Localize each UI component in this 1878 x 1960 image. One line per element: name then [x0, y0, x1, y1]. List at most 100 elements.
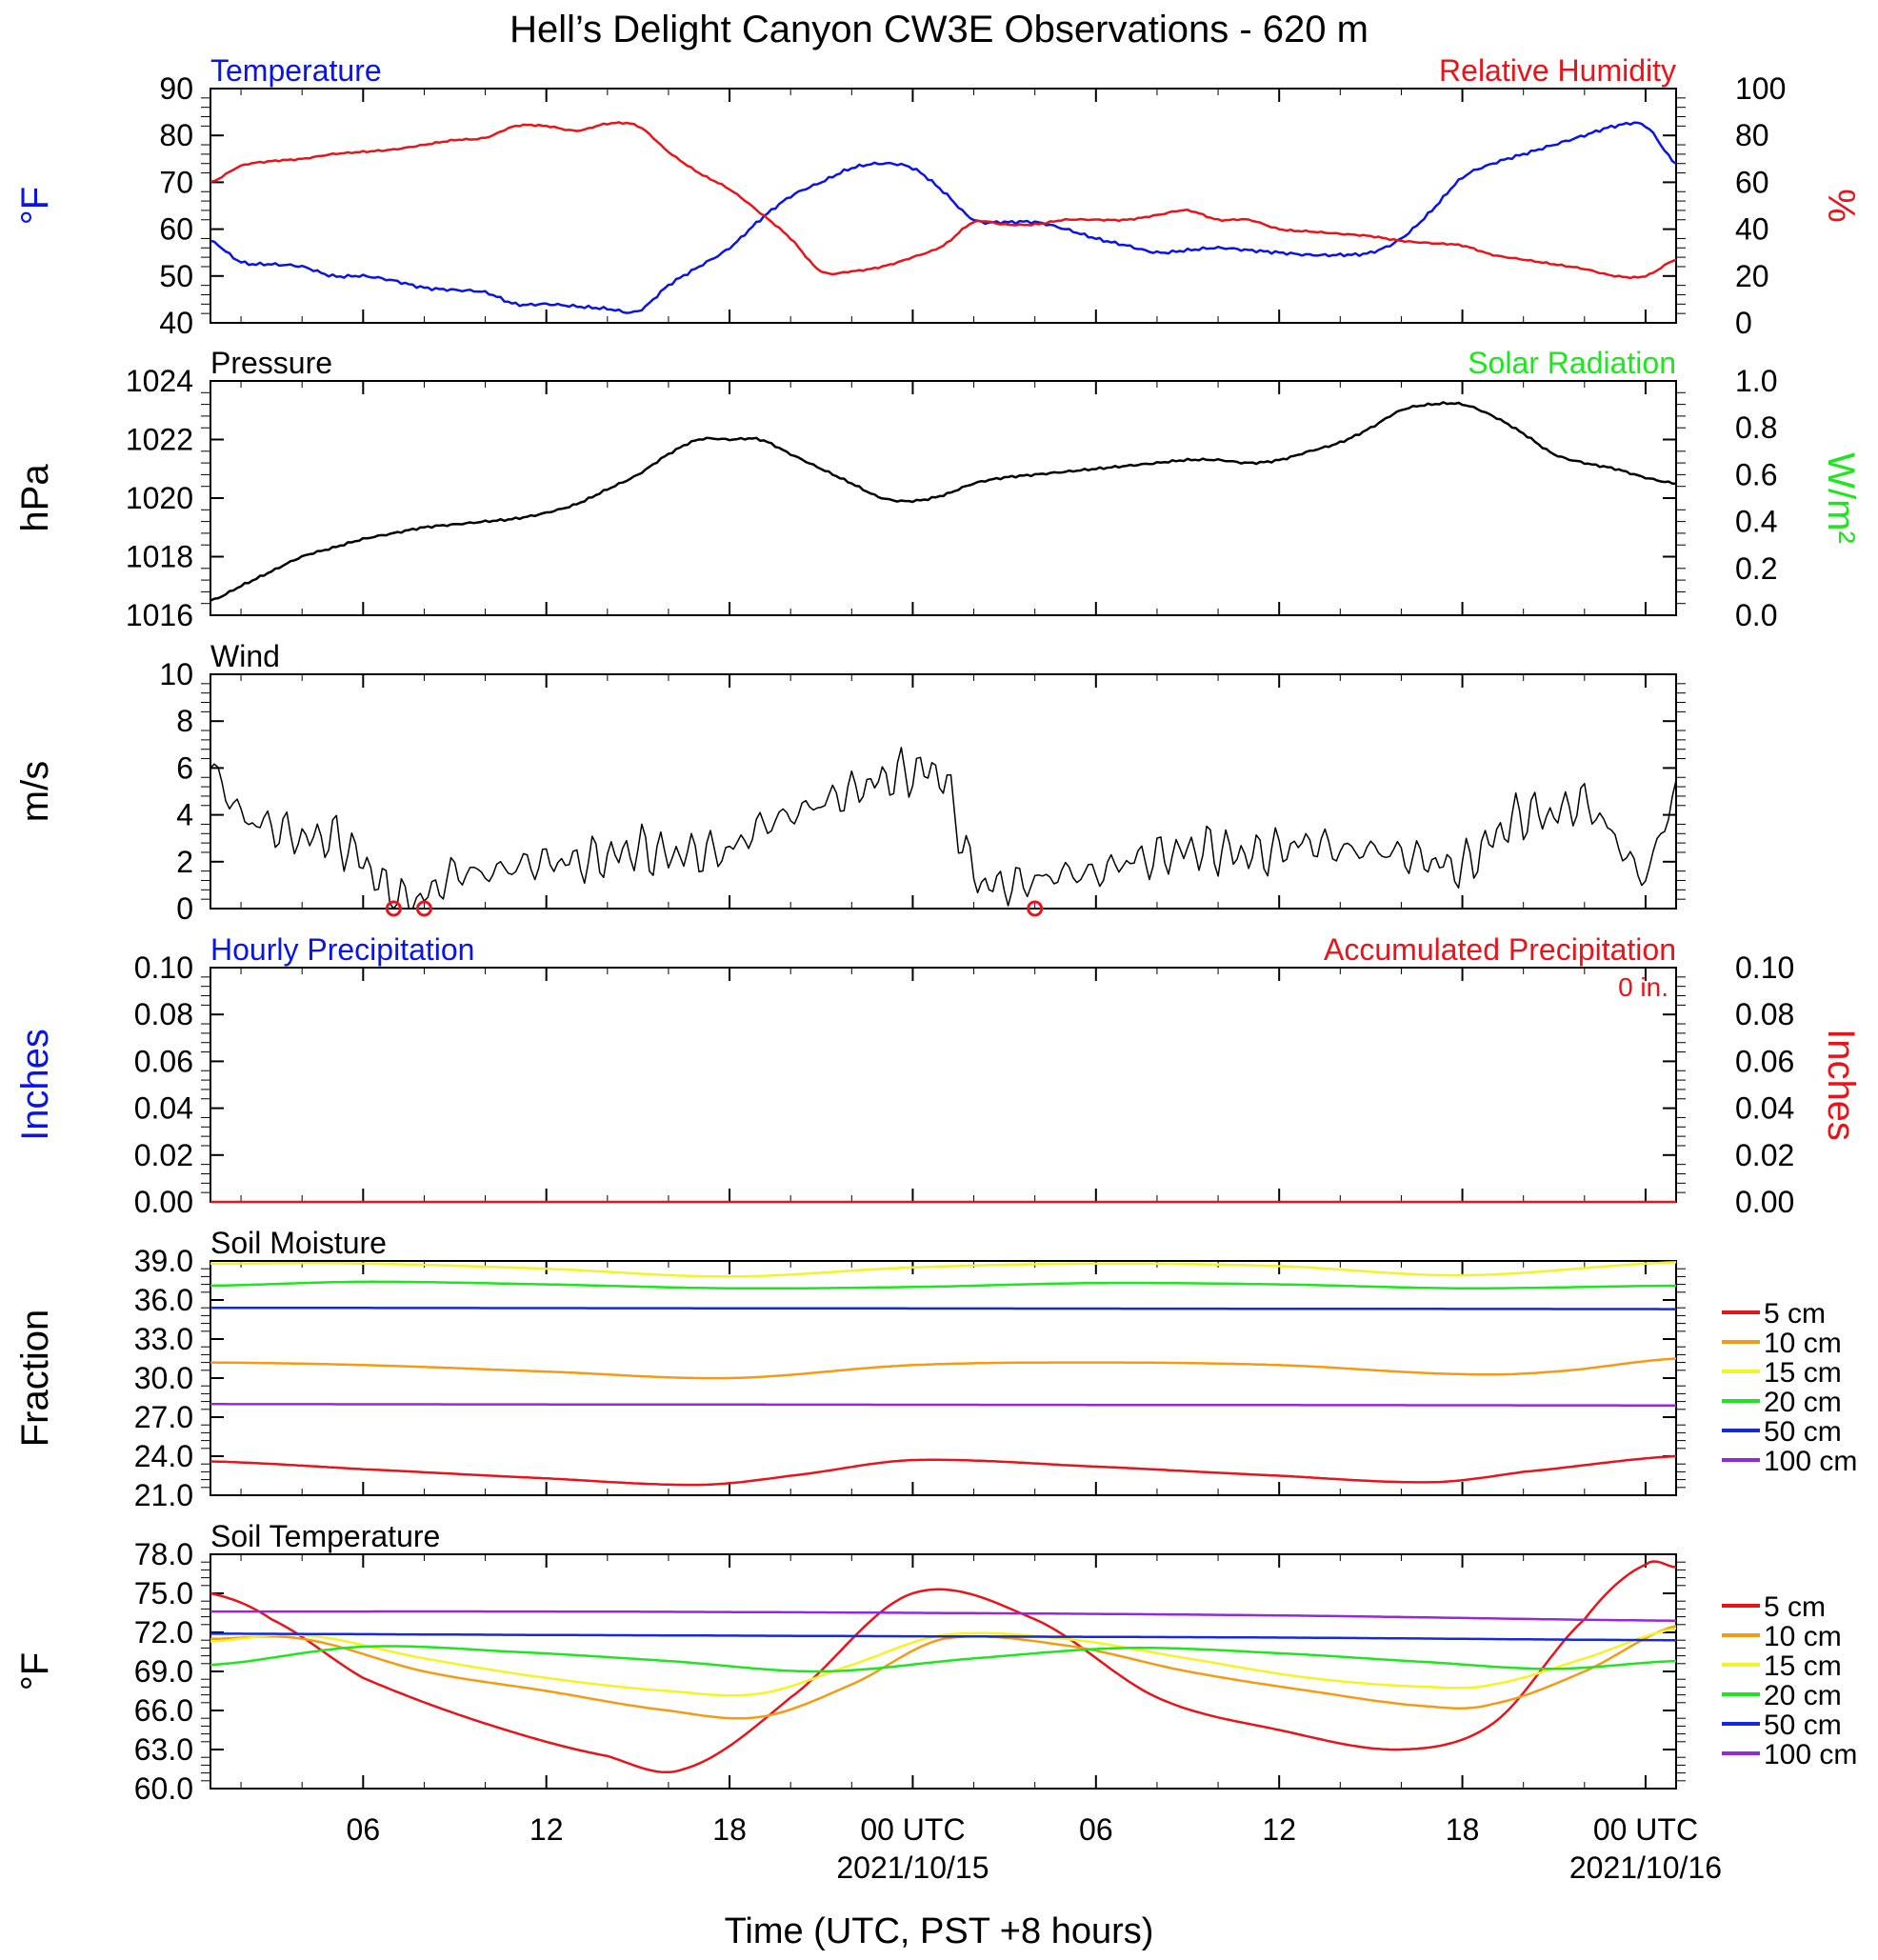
y-right-tick-label: 0.0	[1735, 598, 1777, 632]
y-axis-label-left: hPa	[14, 464, 56, 532]
panel-title-left: Temperature	[210, 53, 382, 88]
series-line	[210, 747, 1677, 910]
y-tick-label: 1016	[126, 598, 193, 632]
y-tick-label: 24.0	[134, 1439, 193, 1473]
y-tick-label: 21.0	[134, 1478, 193, 1512]
series-line	[210, 1560, 1677, 1774]
x-tick-label: 12	[529, 1812, 564, 1847]
series-line	[210, 1306, 1676, 1310]
series-line	[210, 1403, 1676, 1407]
y-right-tick-label: 0.4	[1735, 505, 1777, 539]
panel-title-right: Relative Humidity	[1439, 53, 1676, 88]
panel-title-left: Wind	[210, 639, 280, 673]
x-tick-label: 00 UTC	[1593, 1812, 1698, 1847]
y-right-tick-label: 60	[1735, 165, 1769, 199]
plot-frame	[210, 380, 1677, 616]
y-tick-label: 10	[159, 657, 193, 691]
legend-label: 50 cm	[1764, 1710, 1842, 1741]
y-right-tick-label: 0	[1735, 306, 1752, 340]
y-tick-label: 66.0	[134, 1693, 193, 1728]
x-date-label: 2021/10/15	[836, 1850, 989, 1885]
x-tick-label: 18	[1446, 1812, 1480, 1847]
panel-title-left: Hourly Precipitation	[210, 932, 474, 967]
calm-wind-marker	[415, 900, 432, 917]
y-tick-label: 75.0	[134, 1576, 193, 1610]
y-right-tick-label: 0.00	[1735, 1185, 1794, 1219]
series-line	[210, 1357, 1677, 1380]
legend-label: 50 cm	[1764, 1416, 1842, 1448]
y-axis-label-left: m/s	[14, 761, 56, 822]
y-tick-label: 78.0	[134, 1537, 193, 1571]
legend-label: 10 cm	[1764, 1621, 1842, 1652]
y-tick-label: 1020	[126, 481, 193, 515]
series-line	[210, 121, 1677, 280]
series-line	[210, 1454, 1677, 1487]
legend-label: 15 cm	[1764, 1650, 1842, 1682]
y-tick-label: 70	[159, 165, 193, 199]
x-axis-label: Time (UTC, PST +8 hours)	[725, 1911, 1154, 1951]
y-tick-label: 0.10	[134, 950, 193, 985]
x-date-label: 2021/10/16	[1569, 1850, 1722, 1885]
y-right-tick-label: 100	[1735, 71, 1786, 106]
y-axis-label-left: Inches	[14, 1029, 56, 1141]
y-tick-label: 30.0	[134, 1361, 193, 1395]
y-right-tick-label: 0.10	[1735, 950, 1794, 985]
y-tick-label: 2	[176, 845, 193, 879]
y-right-tick-label: 0.8	[1735, 410, 1777, 445]
y-tick-label: 60	[159, 212, 193, 247]
panel-title-left: Soil Moisture	[210, 1226, 387, 1260]
y-tick-label: 27.0	[134, 1400, 193, 1434]
y-right-tick-label: 0.6	[1735, 457, 1777, 491]
panel-temp_rh: 40 50 60 70 80 90 0 20 40 60 80 100 Temperature Relat…	[14, 53, 1862, 340]
series-line	[210, 1280, 1676, 1290]
panel-pressure: 1016 1018 1020 1022 1024 0.0 0.2 0.4 0.6 0.8 1.0 Pr…	[14, 346, 1862, 632]
y-axis-label-right: Inches	[1820, 1029, 1862, 1141]
x-tick-label: 06	[347, 1812, 381, 1847]
legend-label: 5 cm	[1764, 1298, 1826, 1330]
legend-label: 10 cm	[1764, 1328, 1842, 1359]
y-axis-label-left: °F	[14, 187, 56, 225]
panel-title-left: Pressure	[210, 346, 332, 380]
y-tick-label: 1018	[126, 540, 193, 574]
y-tick-label: 8	[176, 704, 193, 738]
y-right-tick-label: 1.0	[1735, 364, 1777, 398]
y-tick-label: 63.0	[134, 1732, 193, 1767]
y-tick-label: 72.0	[134, 1615, 193, 1650]
y-right-tick-label: 20	[1735, 259, 1769, 293]
y-tick-label: 0.02	[134, 1138, 193, 1172]
y-tick-label: 1022	[126, 423, 193, 457]
panel-title-left: Soil Temperature	[210, 1519, 440, 1553]
y-right-tick-label: 40	[1735, 212, 1769, 247]
panel-precip: 0.00 0.02 0.04 0.06 0.08 0.10 0.00 0.02 0.04 0.06…	[14, 932, 1862, 1219]
y-tick-label: 0	[176, 891, 193, 926]
y-tick-label: 0.06	[134, 1044, 193, 1078]
y-tick-label: 0.08	[134, 997, 193, 1031]
x-tick-label: 18	[712, 1812, 747, 1847]
y-tick-label: 80	[159, 118, 193, 152]
legend-label: 20 cm	[1764, 1387, 1842, 1418]
y-tick-label: 36.0	[134, 1283, 193, 1317]
calm-wind-marker	[1027, 900, 1044, 917]
panel-soil_moisture: 21.0 24.0 27.0 30.0 33.0 36.0 39.0 Soil Moistur…	[14, 1226, 1857, 1512]
y-right-tick-label: 0.2	[1735, 551, 1777, 586]
y-right-tick-label: 0.04	[1735, 1091, 1794, 1126]
y-tick-label: 39.0	[134, 1244, 193, 1278]
legend-label: 5 cm	[1764, 1591, 1826, 1623]
y-tick-label: 6	[176, 750, 193, 785]
y-right-tick-label: 0.02	[1735, 1138, 1794, 1172]
panel-title-right: Accumulated Precipitation	[1324, 932, 1676, 967]
series-line	[210, 1645, 1677, 1673]
x-tick-label: 00 UTC	[860, 1812, 965, 1847]
legend-label: 20 cm	[1764, 1680, 1842, 1711]
series-line	[210, 401, 1676, 602]
panel-soil_temperature: 60.0 63.0 66.0 69.0 72.0 75.0 78.0 Soil Tempera…	[14, 1519, 1857, 1806]
y-right-tick-label: 0.08	[1735, 997, 1794, 1031]
legend-label: 100 cm	[1764, 1446, 1857, 1477]
y-tick-label: 4	[176, 798, 193, 832]
legend-label: 100 cm	[1764, 1739, 1857, 1770]
y-tick-label: 0.00	[134, 1185, 193, 1219]
